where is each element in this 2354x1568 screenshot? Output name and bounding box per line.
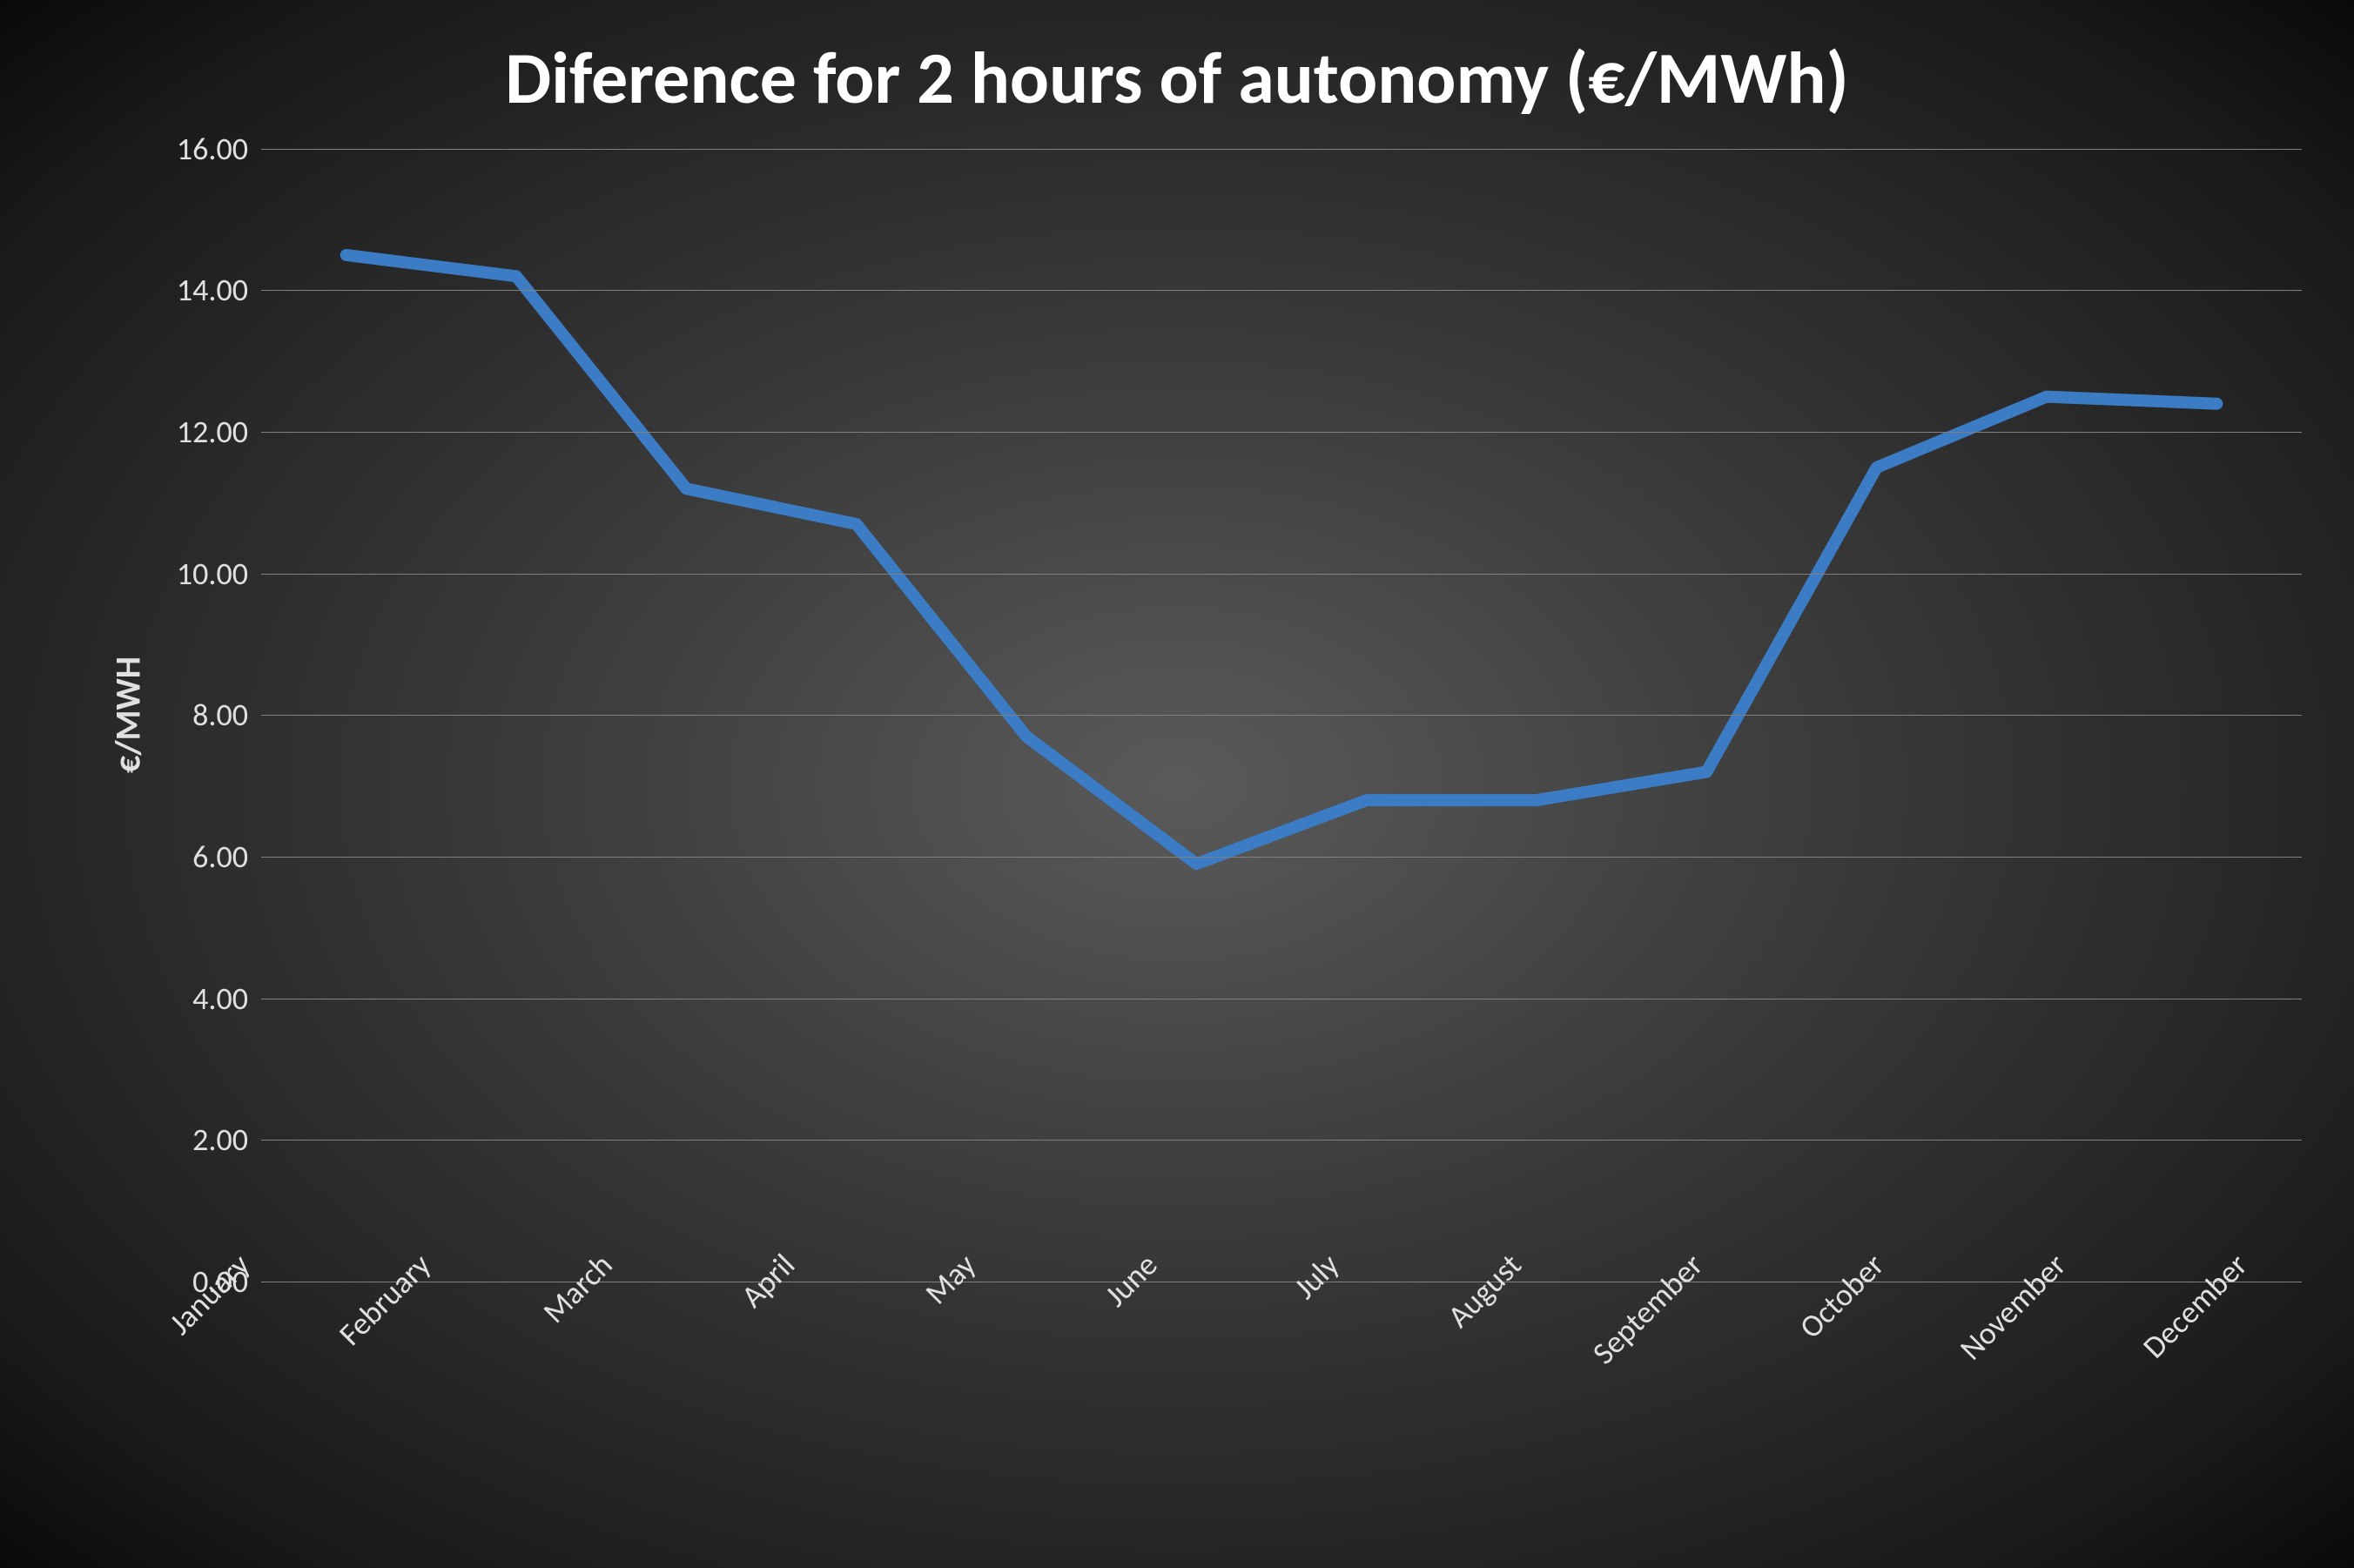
grid-line [261,715,2302,716]
grid-line [261,574,2302,575]
data-line [346,255,2217,864]
y-tick-label: 8.00 [192,696,248,734]
y-tick-label: 2.00 [192,1120,248,1159]
x-tick-label: November [1952,1246,2074,1368]
x-tick-label: January [161,1246,258,1343]
y-tick-label: 6.00 [192,838,248,876]
chart-title: Diference for 2 hours of autonomy (€/MWh… [70,35,2284,123]
x-tick-label: December [2135,1246,2256,1366]
x-tick-label: March [535,1246,621,1331]
x-tick-label: February [332,1246,439,1353]
x-tick-label: May [918,1246,984,1312]
plot-area: 0.002.004.006.008.0010.0012.0014.0016.00 [261,149,2302,1282]
x-tick-label: August [1439,1246,1529,1336]
y-tick-label: 16.00 [177,130,248,168]
grid-line [261,290,2302,291]
y-tick-label: 14.00 [177,271,248,309]
y-tick-label: 12.00 [177,413,248,451]
x-tick-label: June [1097,1246,1166,1315]
plot-wrapper: €/MWH 0.002.004.006.008.0010.0012.0014.0… [122,149,2337,1282]
x-tick-label: September [1584,1246,1711,1372]
y-axis-label: €/MWH [106,656,149,773]
grid-line [261,432,2302,433]
y-tick-label: 4.00 [192,979,248,1018]
x-tick-label: April [733,1246,803,1316]
x-axis-labels: January February March April May June July Augu… [139,1228,2319,1507]
y-tick-label: 10.00 [177,555,248,593]
x-tick-label: October [1792,1246,1892,1346]
x-tick-label: July [1286,1246,1347,1307]
grid-line [261,149,2302,150]
grid-line [261,1140,2302,1141]
grid-line [261,857,2302,858]
chart-container: Diference for 2 hours of autonomy (€/MWh… [0,0,2354,1568]
